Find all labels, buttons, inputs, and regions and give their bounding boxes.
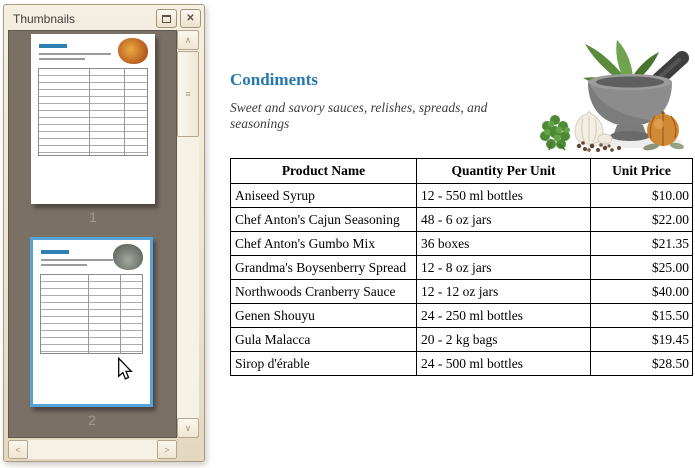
table-row: Aniseed Syrup 12 - 550 ml bottles $10.00 bbox=[230, 183, 693, 208]
mini-beverages-image bbox=[118, 38, 148, 64]
chevron-down-icon: ∨ bbox=[184, 422, 192, 433]
page-number-label: 1 bbox=[89, 209, 97, 225]
panel-title: Thumbnails bbox=[13, 11, 76, 26]
quantity-cell: 12 - 550 ml bottles bbox=[416, 183, 591, 208]
mini-table bbox=[38, 68, 148, 156]
unit-price-cell: $21.35 bbox=[590, 231, 693, 256]
mini-heading-bar bbox=[39, 44, 67, 48]
mini-condiments-image bbox=[113, 244, 143, 270]
scroll-down-button[interactable]: ∨ bbox=[177, 418, 199, 438]
mini-heading-bar bbox=[41, 250, 69, 254]
mini-text-line bbox=[41, 259, 113, 261]
quantity-cell: 20 - 2 kg bags bbox=[416, 327, 591, 352]
chevron-right-icon: > bbox=[164, 444, 170, 455]
unit-price-cell: $40.00 bbox=[590, 279, 693, 304]
products-table: Product Name Quantity Per Unit Unit Pric… bbox=[230, 158, 693, 376]
panel-titlebar[interactable]: Thumbnails ✕ bbox=[7, 7, 201, 30]
unit-price-cell: $15.50 bbox=[590, 303, 693, 328]
table-row: Sirop d'érable 24 - 500 ml bottles $28.5… bbox=[230, 351, 693, 376]
mini-text-line bbox=[41, 264, 87, 266]
unit-price-cell: $28.50 bbox=[590, 351, 693, 376]
product-name-cell: Genen Shouyu bbox=[230, 303, 417, 328]
thumbnail-1-container: 1 bbox=[31, 34, 155, 225]
product-name-cell: Grandma's Boysenberry Spread bbox=[230, 255, 417, 280]
panel-body: 1 2 ∧ ≡ bbox=[7, 30, 201, 460]
chevron-up-icon: ∧ bbox=[184, 34, 192, 45]
quantity-cell: 48 - 6 oz jars bbox=[416, 207, 591, 232]
scroll-left-button[interactable]: < bbox=[8, 440, 28, 459]
quantity-cell: 12 - 12 oz jars bbox=[416, 279, 591, 304]
thumbnails-panel: Thumbnails ✕ 1 bbox=[3, 4, 205, 462]
thumbnail-page-1[interactable] bbox=[31, 34, 155, 204]
product-name-cell: Chef Anton's Gumbo Mix bbox=[230, 231, 417, 256]
vertical-scrollbar-thumb[interactable]: ≡ bbox=[177, 51, 199, 137]
quantity-cell: 24 - 500 ml bottles bbox=[416, 351, 591, 376]
page-number-label: 2 bbox=[88, 412, 96, 428]
product-name-cell: Chef Anton's Cajun Seasoning bbox=[230, 207, 417, 232]
quantity-cell: 36 boxes bbox=[416, 231, 591, 256]
unit-price-cell: $25.00 bbox=[590, 255, 693, 280]
maximize-icon bbox=[162, 14, 171, 23]
mortar-pestle-image bbox=[540, 40, 689, 152]
table-row: Genen Shouyu 24 - 250 ml bottles $15.50 bbox=[230, 303, 693, 328]
unit-price-cell: $22.00 bbox=[590, 207, 693, 232]
product-name-cell: Northwoods Cranberry Sauce bbox=[230, 279, 417, 304]
unit-price-cell: $10.00 bbox=[590, 183, 693, 208]
thumbnail-page-2-selected[interactable] bbox=[30, 237, 153, 407]
column-header-quantity-per-unit: Quantity Per Unit bbox=[416, 158, 591, 184]
category-title: Condiments bbox=[230, 70, 318, 89]
grip-icon: ≡ bbox=[185, 89, 191, 99]
product-name-cell: Sirop d'érable bbox=[230, 351, 417, 376]
table-row: Chef Anton's Cajun Seasoning 48 - 6 oz j… bbox=[230, 207, 693, 232]
quantity-cell: 24 - 250 ml bottles bbox=[416, 303, 591, 328]
column-header-product-name: Product Name bbox=[230, 158, 417, 184]
maximize-button[interactable] bbox=[156, 9, 177, 28]
table-header-row: Product Name Quantity Per Unit Unit Pric… bbox=[230, 158, 693, 184]
table-row: Gula Malacca 20 - 2 kg bags $19.45 bbox=[230, 327, 693, 352]
thumbnail-2-container: 2 bbox=[30, 237, 154, 428]
scroll-up-button[interactable]: ∧ bbox=[177, 30, 199, 50]
category-description: Sweet and savory sauces, relishes, sprea… bbox=[230, 100, 488, 131]
table-row: Northwoods Cranberry Sauce 12 - 12 oz ja… bbox=[230, 279, 693, 304]
mouse-cursor-icon bbox=[118, 357, 133, 380]
close-button[interactable]: ✕ bbox=[180, 9, 201, 28]
vertical-scrollbar[interactable]: ∧ ≡ ∨ bbox=[177, 30, 199, 438]
scroll-right-button[interactable]: > bbox=[157, 440, 177, 459]
column-header-unit-price: Unit Price bbox=[590, 158, 693, 184]
table-row: Chef Anton's Gumbo Mix 36 boxes $21.35 bbox=[230, 231, 693, 256]
mini-text-line bbox=[39, 53, 111, 55]
thumbnails-viewport: 1 2 bbox=[8, 30, 177, 438]
quantity-cell: 12 - 8 oz jars bbox=[416, 255, 591, 280]
chevron-left-icon: < bbox=[15, 444, 21, 455]
mini-table bbox=[40, 274, 143, 354]
product-name-cell: Gula Malacca bbox=[230, 327, 417, 352]
unit-price-cell: $19.45 bbox=[590, 327, 693, 352]
close-icon: ✕ bbox=[186, 12, 195, 24]
horizontal-scrollbar[interactable]: < > bbox=[8, 440, 177, 459]
mini-text-line bbox=[39, 58, 85, 60]
table-row: Grandma's Boysenberry Spread 12 - 8 oz j… bbox=[230, 255, 693, 280]
product-name-cell: Aniseed Syrup bbox=[230, 183, 417, 208]
